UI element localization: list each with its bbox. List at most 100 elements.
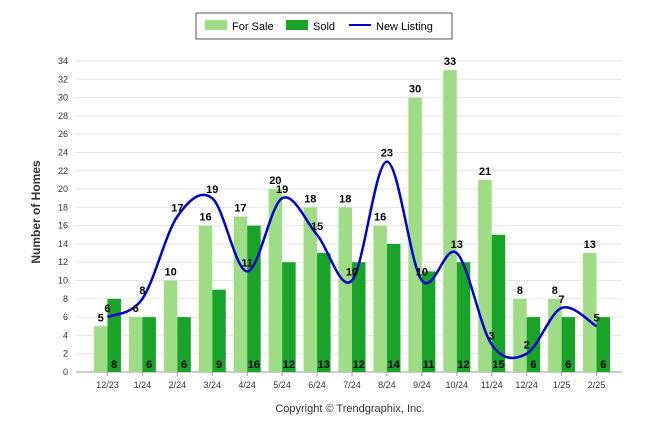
sold-bar bbox=[421, 271, 436, 372]
legend: For Sale Sold New Listing bbox=[195, 12, 453, 40]
y-tick-label: 22 bbox=[58, 166, 68, 176]
y-tick-label: 28 bbox=[58, 111, 68, 121]
new-listing-value-label: 15 bbox=[311, 221, 323, 233]
for-sale-value-label: 30 bbox=[409, 84, 421, 96]
for-sale-value-label: 8 bbox=[552, 285, 558, 297]
data-labels: 586 6681061716919171611201219181315181210… bbox=[98, 56, 607, 371]
for-sale-bar bbox=[513, 298, 527, 372]
for-sale-bar bbox=[163, 280, 178, 372]
y-tick-label: 34 bbox=[58, 56, 68, 66]
y-tick-label: 8 bbox=[63, 294, 68, 304]
for-sale-bar bbox=[373, 225, 387, 372]
x-tick-label: 8/24 bbox=[378, 380, 396, 390]
sold-value-label: 6 bbox=[600, 359, 606, 371]
bars bbox=[93, 70, 611, 373]
sold-bar bbox=[561, 317, 576, 372]
sold-value-label: 6 bbox=[530, 359, 536, 371]
for-sale-value-label: 13 bbox=[584, 239, 596, 251]
y-tick-label: 6 bbox=[63, 312, 68, 322]
sold-value-label: 12 bbox=[283, 359, 295, 371]
new-listing-value-label: 13 bbox=[451, 239, 463, 251]
sold-value-label: 9 bbox=[216, 359, 222, 371]
sold-value-label: 6 bbox=[181, 359, 187, 371]
for-sale-value-label: 5 bbox=[98, 312, 104, 324]
sold-value-label: 6 bbox=[146, 359, 152, 371]
for-sale-value-label: 6 bbox=[133, 303, 139, 315]
sold-bar bbox=[282, 262, 296, 372]
for-sale-value-label: 33 bbox=[444, 56, 456, 68]
x-tick-label: 2/24 bbox=[169, 380, 187, 390]
x-tick-label: 4/24 bbox=[238, 380, 256, 390]
new-listing-value-label: 2 bbox=[524, 340, 530, 352]
new-listing-value-label: 10 bbox=[346, 267, 358, 279]
new-listing-value-label: 8 bbox=[139, 285, 145, 297]
for-sale-bar bbox=[443, 70, 457, 372]
sold-bar bbox=[596, 317, 611, 372]
for-sale-value-label: 18 bbox=[339, 193, 351, 205]
for-sale-bar bbox=[338, 207, 352, 372]
x-tick-label: 12/24 bbox=[515, 380, 538, 390]
for-sale-bar bbox=[128, 317, 143, 372]
new-listing-value-label: 23 bbox=[381, 148, 393, 160]
sold-bar bbox=[352, 262, 366, 372]
sold-bar bbox=[456, 262, 471, 372]
y-tick-label: 14 bbox=[58, 239, 68, 249]
new-listing-value-label: 17 bbox=[171, 203, 183, 215]
x-tick-label: 12/23 bbox=[96, 380, 119, 390]
sold-value-label: 6 bbox=[565, 359, 571, 371]
y-tick-label: 0 bbox=[63, 367, 68, 377]
for-sale-value-label: 17 bbox=[234, 203, 246, 215]
for-sale-value-label: 16 bbox=[374, 212, 386, 224]
y-tick-label: 2 bbox=[63, 349, 68, 359]
new-listing-value-label: 7 bbox=[559, 294, 565, 306]
new-listing-value-label: 11 bbox=[241, 257, 253, 269]
new-listing-value-label: 6 bbox=[104, 303, 110, 315]
x-tick-label: 7/24 bbox=[343, 380, 361, 390]
y-tick-label: 24 bbox=[58, 147, 68, 157]
sold-value-label: 14 bbox=[388, 359, 401, 371]
y-tick-label: 18 bbox=[58, 202, 68, 212]
legend-swatch-sold bbox=[286, 20, 308, 30]
for-sale-value-label: 20 bbox=[269, 175, 281, 187]
sold-value-label: 13 bbox=[318, 359, 330, 371]
sold-value-label: 8 bbox=[111, 359, 117, 371]
x-tick-labels: 12/23 1/24 2/24 3/24 4/24 5/24 6/24 7/24 8/24 9/2… bbox=[96, 372, 605, 390]
for-sale-bar bbox=[268, 189, 283, 372]
sold-bar bbox=[386, 243, 401, 372]
for-sale-value-label: 16 bbox=[199, 212, 211, 224]
sold-value-label: 12 bbox=[457, 359, 469, 371]
legend-box bbox=[195, 12, 453, 40]
for-sale-bar bbox=[478, 179, 492, 372]
x-tick-label: 10/24 bbox=[446, 380, 469, 390]
sold-bar bbox=[317, 253, 331, 372]
copyright-credit: Copyright © Trendgraphix, Inc. bbox=[275, 403, 424, 415]
legend-label-for-sale: For Sale bbox=[232, 21, 274, 33]
sold-value-label: 11 bbox=[423, 359, 435, 371]
y-tick-label: 20 bbox=[58, 184, 68, 194]
for-sale-bar bbox=[303, 207, 318, 372]
sold-value-label: 12 bbox=[353, 359, 365, 371]
x-tick-label: 1/24 bbox=[134, 380, 152, 390]
y-tick-label: 30 bbox=[58, 93, 68, 103]
for-sale-bar bbox=[583, 253, 597, 372]
y-tick-label: 12 bbox=[58, 257, 68, 267]
sold-bar bbox=[212, 289, 226, 372]
sold-value-label: 15 bbox=[492, 359, 504, 371]
sold-bar bbox=[247, 225, 261, 372]
y-tick-label: 10 bbox=[58, 276, 68, 286]
sold-bar bbox=[526, 317, 541, 372]
sold-value-label: 16 bbox=[248, 359, 260, 371]
for-sale-bar bbox=[233, 216, 248, 372]
sold-bar bbox=[491, 234, 506, 372]
for-sale-bar bbox=[408, 97, 422, 373]
x-tick-label: 9/24 bbox=[413, 380, 431, 390]
legend-swatch-for-sale bbox=[205, 20, 227, 30]
x-tick-label: 3/24 bbox=[204, 380, 222, 390]
new-listing-value-label: 19 bbox=[276, 184, 288, 196]
sold-bar bbox=[142, 317, 156, 372]
y-tick-label: 32 bbox=[58, 74, 68, 84]
y-axis-title: Number of Homes bbox=[29, 160, 43, 264]
y-tick-label: 16 bbox=[58, 221, 68, 231]
